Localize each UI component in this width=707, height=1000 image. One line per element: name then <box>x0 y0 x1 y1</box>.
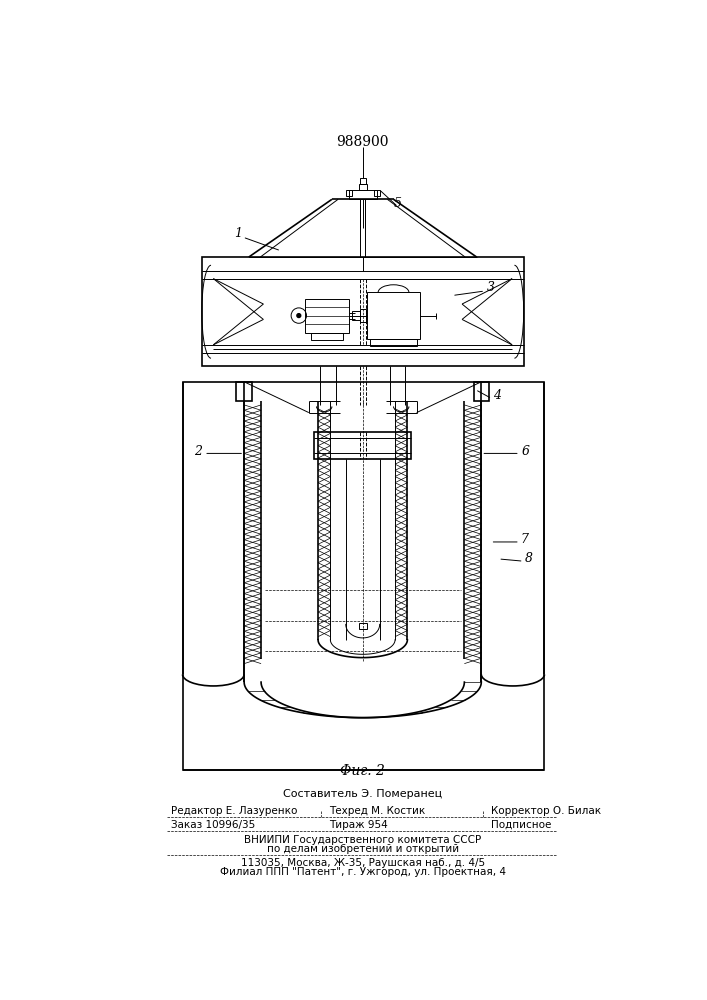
Text: 2: 2 <box>194 445 202 458</box>
Text: Корректор О. Билак: Корректор О. Билак <box>491 806 601 816</box>
Text: Составитель Э. Померанец: Составитель Э. Померанец <box>284 789 443 799</box>
Text: Заказ 10996/35: Заказ 10996/35 <box>171 820 255 830</box>
Bar <box>359 623 366 629</box>
Bar <box>474 382 489 401</box>
Bar <box>360 178 366 184</box>
Bar <box>314 432 411 459</box>
Text: Филиал ППП "Патент", г. Ужгород, ул. Проектная, 4: Филиал ППП "Патент", г. Ужгород, ул. Про… <box>220 867 506 877</box>
Bar <box>201 257 524 366</box>
Bar <box>346 190 352 196</box>
Text: 4: 4 <box>493 389 501 402</box>
Text: Техред М. Костик: Техред М. Костик <box>329 806 425 816</box>
Text: по делам изобретений и открытий: по делам изобретений и открытий <box>267 844 459 854</box>
Bar <box>305 299 349 333</box>
Bar <box>182 382 544 770</box>
Bar <box>359 184 366 190</box>
Text: Редактор Е. Лазуренко: Редактор Е. Лазуренко <box>171 806 298 816</box>
Text: 7: 7 <box>520 533 528 546</box>
Bar <box>349 190 377 199</box>
Text: Φиг. 2: Φиг. 2 <box>340 764 385 778</box>
Text: 6: 6 <box>522 445 530 458</box>
Text: 113035, Москва, Ж-35, Раушская наб., д. 4/5: 113035, Москва, Ж-35, Раушская наб., д. … <box>240 858 485 868</box>
Bar <box>352 311 360 320</box>
Text: Подписное: Подписное <box>491 820 551 830</box>
Text: 1: 1 <box>234 227 242 240</box>
Text: 988900: 988900 <box>337 135 389 149</box>
Bar <box>236 382 252 401</box>
Text: ВНИИПИ Государственного комитета СССР: ВНИИПИ Государственного комитета СССР <box>244 835 481 845</box>
Text: 3: 3 <box>486 281 494 294</box>
Text: 5: 5 <box>394 197 402 210</box>
Bar <box>373 190 380 196</box>
Text: 8: 8 <box>525 552 533 565</box>
Bar <box>360 309 366 322</box>
Bar <box>366 292 421 339</box>
Bar <box>370 339 416 346</box>
Text: Тираж 954: Тираж 954 <box>329 820 387 830</box>
Circle shape <box>297 314 300 318</box>
Bar <box>311 333 343 340</box>
